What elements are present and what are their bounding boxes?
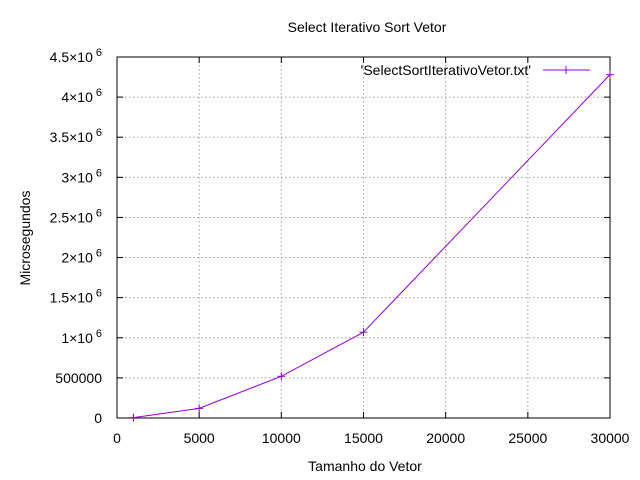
data-point-marker [606, 70, 614, 79]
y-tick-label: 2.5×10 6 [50, 207, 102, 225]
y-tick-label: 3×10 6 [61, 167, 102, 185]
x-tick-label: 20000 [426, 430, 465, 446]
y-tick-label: 500000 [55, 370, 102, 386]
legend-label: 'SelectSortIterativoVetor.txt' [361, 62, 531, 78]
y-tick-label: 1×10 6 [61, 328, 102, 346]
data-point-marker [277, 372, 286, 381]
x-tick-label: 30000 [591, 430, 630, 446]
chart-title: Select Iterativo Sort Vetor [288, 19, 447, 35]
x-tick-label: 25000 [508, 430, 547, 446]
y-tick-label: 4.5×10 6 [50, 47, 102, 65]
data-point-marker [195, 404, 204, 413]
series-line [133, 74, 611, 419]
x-tick-label: 0 [113, 430, 121, 446]
x-tick-label: 15000 [344, 430, 383, 446]
y-tick-label: 3.5×10 6 [50, 127, 102, 145]
y-axis-label: Microsegundos [17, 191, 33, 286]
x-tick-label: 5000 [184, 430, 215, 446]
legend: 'SelectSortIterativoVetor.txt' [361, 62, 590, 78]
legend-marker [562, 66, 570, 74]
y-tick-label: 0 [94, 410, 102, 426]
y-tick-label: 4×10 6 [61, 87, 102, 105]
x-axis-label: Tamanho do Vetor [308, 458, 422, 474]
grid-lines [117, 57, 610, 418]
x-tick-label: 10000 [262, 430, 301, 446]
data-point-marker [359, 328, 368, 337]
data-point-marker [129, 413, 138, 422]
y-tick-label: 1.5×10 6 [50, 288, 102, 306]
y-tick-label: 2×10 6 [61, 248, 102, 266]
axis-ticks: 0 5000 10000 15000 20000 25000 30000 0 500000 1×1… [50, 47, 630, 446]
series-layer [129, 70, 614, 422]
